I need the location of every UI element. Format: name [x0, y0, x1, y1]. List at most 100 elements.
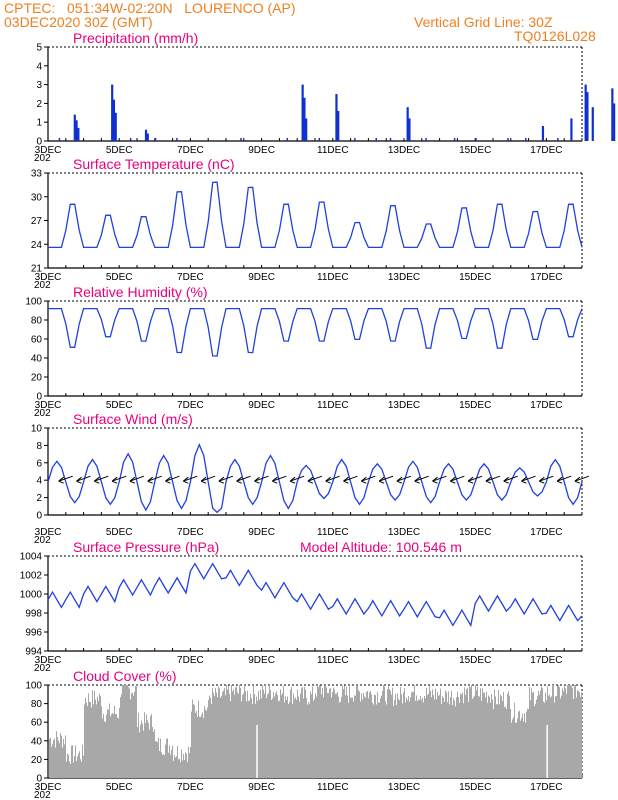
cloud-bar	[379, 702, 380, 778]
precip-bar	[453, 138, 456, 141]
cloud-bar	[421, 700, 422, 778]
cloud-bar	[148, 722, 149, 778]
cloud-bar	[329, 688, 330, 778]
cloud-bar	[146, 714, 147, 778]
cloud-bar	[422, 697, 423, 778]
cloud-bar	[560, 698, 561, 778]
cloud-bar	[277, 694, 278, 778]
cloud-bar	[528, 708, 529, 778]
cloud-bar	[540, 690, 541, 778]
cloud-bar	[365, 697, 366, 778]
cloud-bar	[247, 690, 248, 778]
wind-arrow	[539, 475, 554, 482]
cloud-bar	[99, 693, 100, 778]
cloud-bar	[282, 693, 283, 778]
wind-arrow	[165, 475, 180, 482]
cloud-bar	[238, 693, 239, 778]
cloud-bar	[548, 695, 549, 778]
cloud-bar	[385, 701, 386, 778]
panel-1-title: Surface Temperature (nC)	[73, 156, 235, 172]
cloud-bar	[501, 696, 502, 778]
cloud-bar	[440, 688, 441, 778]
cloud-bar	[162, 754, 163, 778]
wind-arrow	[450, 475, 465, 482]
precip-bar	[144, 129, 148, 141]
cloud-bar	[217, 697, 218, 778]
cloud-bar	[220, 697, 221, 778]
cloud-bar	[92, 690, 93, 778]
cloud-bar	[279, 700, 280, 778]
panel-1-xtick-label: 17DEC	[530, 272, 562, 283]
cloud-bar	[569, 685, 570, 778]
cloud-bar	[413, 691, 414, 778]
cloud-bar	[549, 694, 550, 778]
precip-bar	[58, 138, 61, 141]
wind-arrow-head	[343, 476, 349, 484]
panel-4-ytick-label: 1000	[20, 590, 43, 601]
wind-arrow-head	[218, 476, 225, 484]
cloud-gap	[256, 725, 258, 778]
cloud-bar	[332, 691, 333, 778]
panel-4-annotation: Model Altitude: 100.546 m	[300, 539, 462, 555]
cloud-bar	[160, 738, 161, 778]
cloud-bar	[427, 695, 428, 778]
cloud-bar	[132, 692, 133, 778]
cloud-bar	[218, 686, 219, 778]
panel-5-ytick-label: 80	[31, 699, 43, 710]
cloud-bar	[443, 697, 444, 778]
panel-3-xtick-label: 17DEC	[530, 527, 562, 538]
cloud-bar	[154, 729, 155, 778]
cloud-bar	[245, 691, 246, 778]
cloud-bar	[539, 694, 540, 778]
cloud-bar	[206, 710, 207, 778]
cloud-bar	[180, 762, 181, 778]
cloud-bar	[58, 740, 59, 778]
panel-1-ytick-label: 24	[31, 240, 43, 251]
wind-arrow-head	[467, 476, 474, 484]
panel-5-ytick-label: 40	[31, 736, 43, 747]
cloud-bar	[458, 697, 459, 778]
panel-1-xtick-label: 3DEC	[35, 272, 62, 283]
wind-arrow	[361, 475, 376, 482]
cloud-bar	[187, 762, 188, 778]
cloud-bar	[141, 720, 142, 778]
cloud-bar	[274, 696, 275, 778]
cloud-bar	[169, 745, 170, 778]
cloud-bar	[388, 686, 389, 778]
precip-bar	[73, 114, 76, 141]
cloud-bar	[369, 692, 370, 778]
cloud-bar	[406, 697, 407, 778]
cloud-bar	[289, 701, 290, 778]
cloud-bar	[514, 702, 515, 778]
cloud-bar	[191, 711, 192, 778]
cloud-bar	[445, 690, 446, 778]
panel-2-ytick-label: 40	[31, 354, 43, 365]
wind-arrow-head	[538, 476, 545, 484]
wind-arrow	[574, 475, 590, 482]
cloud-bar	[541, 686, 542, 778]
cloud-bar	[349, 686, 350, 778]
cloud-bar	[494, 689, 495, 778]
cloud-bar	[219, 688, 220, 778]
cloud-bar	[506, 708, 507, 778]
cloud-bar	[534, 706, 535, 778]
cloud-bar	[446, 692, 447, 778]
wind-arrow	[147, 475, 162, 482]
cloud-bar	[376, 704, 377, 778]
panel-2-ytick-label: 80	[31, 316, 43, 327]
precip-bar	[586, 92, 589, 141]
cloud-bar	[189, 752, 190, 778]
cloud-bar	[188, 746, 189, 778]
panel-1-ytick-label: 33	[31, 169, 43, 180]
precip-bar	[154, 138, 157, 141]
cloud-bar	[463, 703, 464, 778]
cloud-bar	[429, 686, 430, 778]
cloud-bar	[170, 754, 171, 778]
cloud-bar	[545, 692, 546, 778]
cloud-bar	[285, 696, 286, 778]
cloud-bar	[581, 692, 582, 778]
cloud-bar	[287, 696, 288, 778]
precip-bar	[406, 107, 409, 141]
cloud-bar	[483, 692, 484, 778]
cloud-bar	[357, 686, 358, 778]
